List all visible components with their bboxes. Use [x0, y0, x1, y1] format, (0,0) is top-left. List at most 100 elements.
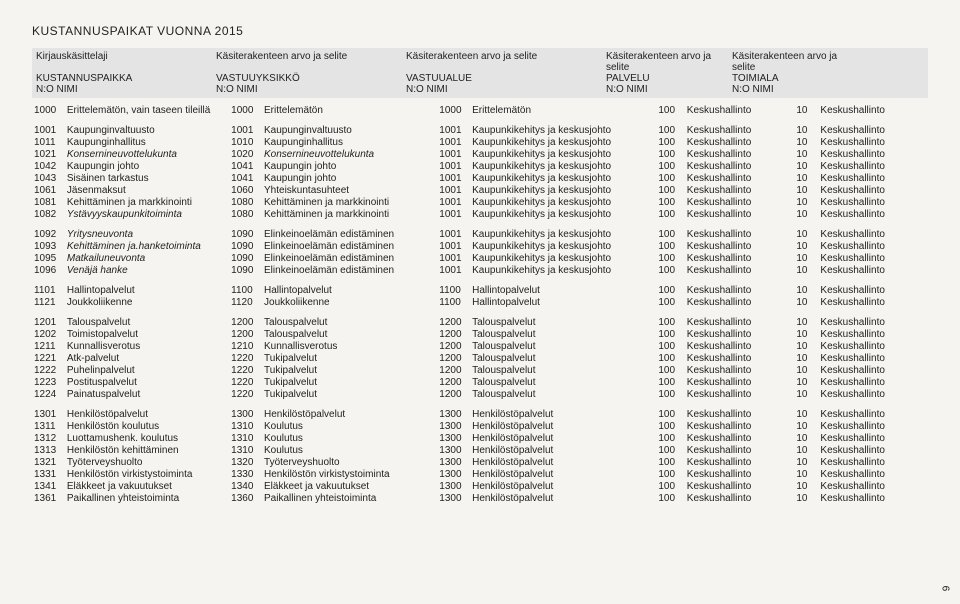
cell: 1311 [32, 420, 65, 432]
cell: Keskushallinto [685, 124, 795, 136]
cell: 10 [794, 296, 818, 308]
cell: Keskushallinto [685, 316, 795, 328]
cell: 1080 [229, 208, 262, 220]
table-row: 1042Kaupungin johto1041Kaupungin johto10… [32, 160, 928, 172]
cell: 1010 [229, 136, 262, 148]
cell: Talouspalvelut [65, 316, 229, 328]
hdr-bot-2: N:O NIMI [216, 84, 406, 95]
cell: Tukipalvelut [262, 388, 437, 400]
cell: 1300 [437, 492, 470, 504]
table-row: 1011Kaupunginhallitus1010Kaupunginhallit… [32, 136, 928, 148]
cell: Henkilöstöpalvelut [470, 420, 656, 432]
cell: 1081 [32, 196, 65, 208]
cell: Keskushallinto [818, 444, 928, 456]
cell: 1080 [229, 196, 262, 208]
cell: 1300 [437, 408, 470, 420]
table-row: 1223Postituspalvelut1220Tukipalvelut1200… [32, 376, 928, 388]
hdr-top-2: Käsiterakenteen arvo ja selite [216, 51, 406, 73]
cell: 1200 [437, 316, 470, 328]
cell: Kehittäminen ja markkinointi [65, 196, 229, 208]
table-row: 1092Yritysneuvonta1090Elinkeinoelämän ed… [32, 228, 928, 240]
cell: Keskushallinto [818, 296, 928, 308]
cell: 100 [656, 364, 684, 376]
cell: 1001 [437, 136, 470, 148]
cell: 10 [794, 316, 818, 328]
cell: Talouspalvelut [470, 376, 656, 388]
cell: Keskushallinto [685, 196, 795, 208]
cell: Keskushallinto [818, 408, 928, 420]
cell: Työterveyshuolto [65, 456, 229, 468]
cell: 10 [794, 420, 818, 432]
cell: 100 [656, 136, 684, 148]
cell: Kaupunginhallitus [262, 136, 437, 148]
cell: Keskushallinto [818, 364, 928, 376]
cell: Kehittäminen ja.hanketoiminta [65, 240, 229, 252]
cell: 1100 [437, 296, 470, 308]
cell: 1000 [32, 104, 65, 116]
table-row: 1211Kunnallisverotus1210Kunnallisverotus… [32, 340, 928, 352]
cell: Kaupunginhallitus [65, 136, 229, 148]
cell: 1223 [32, 376, 65, 388]
cell: Hallintopalvelut [65, 284, 229, 296]
cell: 10 [794, 376, 818, 388]
cell: Kaupunkikehitys ja keskusjohto [470, 252, 656, 264]
cell: Keskushallinto [818, 316, 928, 328]
cell: Henkilöstöpalvelut [470, 456, 656, 468]
cell: 10 [794, 492, 818, 504]
cell: 1042 [32, 160, 65, 172]
cell: Henkilöstöpalvelut [470, 432, 656, 444]
cell: 10 [794, 160, 818, 172]
cell: 1041 [229, 172, 262, 184]
cell: Henkilöstön virkistystoiminta [262, 468, 437, 480]
cell: 100 [656, 316, 684, 328]
cell: Keskushallinto [685, 456, 795, 468]
cell: 1001 [437, 240, 470, 252]
cell: 1060 [229, 184, 262, 196]
cell: 10 [794, 104, 818, 116]
cell: 1090 [229, 228, 262, 240]
cell: Joukkoliikenne [65, 296, 229, 308]
table-row: 1312Luottamushenk. koulutus1310Koulutus1… [32, 432, 928, 444]
cell: 10 [794, 364, 818, 376]
hdr-top-4: Käsiterakenteen arvo ja selite [606, 51, 732, 73]
cell: Talouspalvelut [470, 364, 656, 376]
cell: Keskushallinto [685, 240, 795, 252]
cell: 1096 [32, 264, 65, 276]
cell: 1221 [32, 352, 65, 364]
hdr-mid-4: PALVELU [606, 73, 732, 84]
cell: Talouspalvelut [470, 388, 656, 400]
cell: 1001 [32, 124, 65, 136]
cell: 10 [794, 444, 818, 456]
cell: 100 [656, 432, 684, 444]
cell: Yhteiskuntasuhteet [262, 184, 437, 196]
cell: 100 [656, 328, 684, 340]
cell: 1200 [229, 328, 262, 340]
cell: 1301 [32, 408, 65, 420]
cell: 1202 [32, 328, 65, 340]
cell: 100 [656, 124, 684, 136]
cell: 100 [656, 468, 684, 480]
hdr-top-3: Käsiterakenteen arvo ja selite [406, 51, 606, 73]
cell: 10 [794, 352, 818, 364]
cell: 1200 [437, 388, 470, 400]
table-row: 1095Matkailuneuvonta1090Elinkeinoelämän … [32, 252, 928, 264]
cell: Keskushallinto [818, 172, 928, 184]
cell: Konsernineuvottelukunta [65, 148, 229, 160]
cell: 10 [794, 240, 818, 252]
cell: Kaupunkikehitys ja keskusjohto [470, 264, 656, 276]
cell: Talouspalvelut [470, 316, 656, 328]
hdr-mid-1: KUSTANNUSPAIKKA [36, 73, 216, 84]
cell: 1001 [437, 228, 470, 240]
cell: Keskushallinto [685, 480, 795, 492]
cell: Keskushallinto [685, 264, 795, 276]
cell: 1300 [437, 444, 470, 456]
cell: Elinkeinoelämän edistäminen [262, 252, 437, 264]
cell: Paikallinen yhteistoiminta [65, 492, 229, 504]
cell: 100 [656, 184, 684, 196]
cell: Kunnallisverotus [65, 340, 229, 352]
cell: 10 [794, 196, 818, 208]
cell: 1211 [32, 340, 65, 352]
table-row: 1021Konsernineuvottelukunta1020Konsernin… [32, 148, 928, 160]
cell: Koulutus [262, 420, 437, 432]
cell: Toimistopalvelut [65, 328, 229, 340]
